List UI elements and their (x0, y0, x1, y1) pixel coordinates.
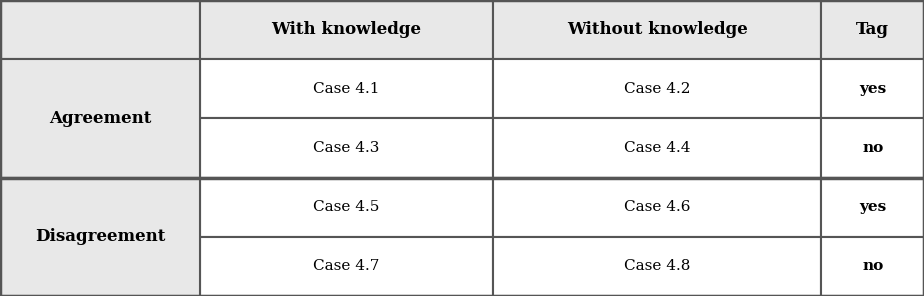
Text: Case 4.7: Case 4.7 (313, 259, 380, 274)
Bar (492, 237, 821, 296)
Bar (0, 59, 201, 178)
Text: Case 4.4: Case 4.4 (624, 141, 690, 155)
Bar (821, 237, 924, 296)
Bar (821, 0, 924, 59)
Bar (0, 178, 201, 296)
Text: Case 4.6: Case 4.6 (624, 200, 690, 214)
Bar (492, 118, 821, 178)
Bar (201, 118, 492, 178)
Bar (201, 237, 492, 296)
Bar (201, 59, 492, 118)
Bar (821, 118, 924, 178)
Text: Disagreement: Disagreement (35, 228, 165, 245)
Bar (201, 0, 492, 59)
Text: no: no (862, 141, 883, 155)
Bar (492, 0, 821, 59)
Text: Case 4.1: Case 4.1 (313, 82, 380, 96)
Text: Tag: Tag (857, 21, 889, 38)
Text: Case 4.2: Case 4.2 (624, 82, 690, 96)
Text: Agreement: Agreement (49, 110, 152, 127)
Bar (821, 178, 924, 237)
Text: Case 4.5: Case 4.5 (313, 200, 380, 214)
Bar (821, 59, 924, 118)
Text: yes: yes (859, 82, 886, 96)
Bar (492, 178, 821, 237)
Text: yes: yes (859, 200, 886, 214)
Text: Without knowledge: Without knowledge (566, 21, 748, 38)
Bar (492, 59, 821, 118)
Bar (201, 178, 492, 237)
Bar (0, 0, 201, 59)
Text: no: no (862, 259, 883, 274)
Text: Case 4.8: Case 4.8 (624, 259, 690, 274)
Text: With knowledge: With knowledge (272, 21, 421, 38)
Text: Case 4.3: Case 4.3 (313, 141, 380, 155)
